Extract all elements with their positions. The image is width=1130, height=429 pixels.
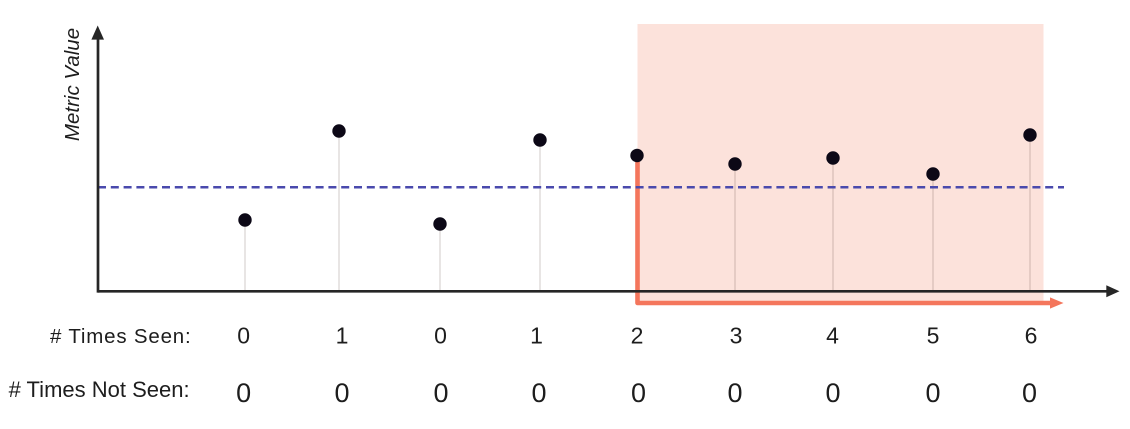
svg-text:2: 2 (631, 322, 644, 348)
svg-text:0: 0 (531, 378, 546, 408)
svg-text:# Times Seen:: # Times Seen: (50, 325, 191, 348)
svg-text:5: 5 (927, 322, 940, 348)
svg-text:0: 0 (433, 378, 448, 408)
svg-text:0: 0 (1022, 378, 1037, 408)
svg-text:0: 0 (925, 378, 940, 408)
svg-text:0: 0 (237, 322, 250, 348)
svg-text:1: 1 (336, 322, 349, 348)
svg-text:0: 0 (825, 378, 840, 408)
svg-text:4: 4 (826, 322, 839, 348)
svg-text:0: 0 (631, 378, 646, 408)
svg-text:1: 1 (530, 322, 543, 348)
svg-text:0: 0 (727, 378, 742, 408)
svg-text:Metric Value: Metric Value (61, 28, 84, 141)
svg-text:0: 0 (434, 322, 447, 348)
svg-text:3: 3 (730, 322, 743, 348)
svg-text:6: 6 (1025, 322, 1038, 348)
svg-text:0: 0 (236, 378, 251, 408)
svg-text:# Times Not Seen:: # Times Not Seen: (9, 377, 190, 402)
svg-text:0: 0 (334, 378, 349, 408)
